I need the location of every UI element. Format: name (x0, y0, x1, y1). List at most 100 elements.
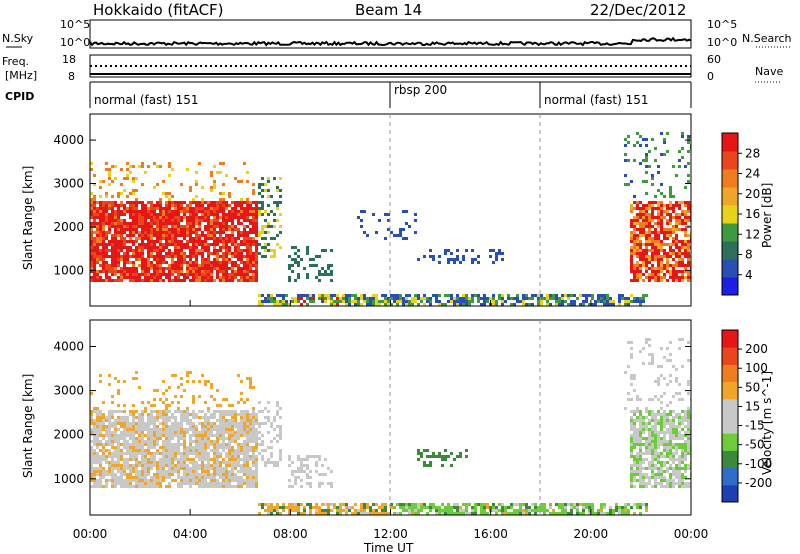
heatmap-cell (234, 261, 237, 264)
heatmap-cell (126, 276, 129, 279)
heatmap-cell (183, 389, 186, 392)
heatmap-cell (534, 503, 537, 506)
heatmap-cell (624, 174, 627, 177)
heatmap-cell (417, 258, 420, 261)
heatmap-cell (105, 428, 108, 431)
heatmap-cell (207, 380, 210, 383)
heatmap-cell (141, 201, 144, 204)
heatmap-cell (162, 461, 165, 464)
heatmap-cell (657, 273, 660, 276)
heatmap-cell (171, 243, 174, 246)
heatmap-cell (249, 243, 252, 246)
heatmap-cell (222, 261, 225, 264)
colorbar-block (722, 187, 738, 206)
heatmap-cell (261, 231, 264, 234)
heatmap-cell (300, 470, 303, 473)
heatmap-cell (633, 485, 636, 488)
heatmap-cell (159, 222, 162, 225)
heatmap-cell (177, 279, 180, 282)
heatmap-cell (546, 303, 549, 306)
heatmap-cell (657, 398, 660, 401)
heatmap-cell (648, 443, 651, 446)
heatmap-cell (117, 246, 120, 249)
heatmap-cell (150, 228, 153, 231)
heatmap-cell (324, 458, 327, 461)
heatmap-cell (207, 219, 210, 222)
heatmap-cell (189, 413, 192, 416)
heatmap-cell (207, 416, 210, 419)
heatmap-cell (273, 303, 276, 306)
heatmap-cell (144, 228, 147, 231)
heatmap-cell (171, 228, 174, 231)
heatmap-cell (417, 452, 420, 455)
heatmap-cell (678, 482, 681, 485)
heatmap-cell (102, 240, 105, 243)
heatmap-cell (501, 252, 504, 255)
heatmap-cell (249, 416, 252, 419)
heatmap-cell (261, 449, 264, 452)
heatmap-cell (402, 506, 405, 509)
heatmap-cell (144, 455, 147, 458)
heatmap-cell (657, 410, 660, 413)
heatmap-cell (228, 225, 231, 228)
heatmap-cell (129, 240, 132, 243)
heatmap-cell (660, 192, 663, 195)
heatmap-cell (153, 437, 156, 440)
heatmap-cell (237, 264, 240, 267)
heatmap-cell (192, 449, 195, 452)
heatmap-cell (255, 252, 258, 255)
heatmap-cell (135, 431, 138, 434)
heatmap-cell (153, 425, 156, 428)
heatmap-cell (399, 294, 402, 297)
heatmap-cell (282, 303, 285, 306)
heatmap-cell (396, 234, 399, 237)
heatmap-cell (252, 252, 255, 255)
heatmap-cell (180, 279, 183, 282)
heatmap-cell (393, 506, 396, 509)
heatmap-cell (636, 455, 639, 458)
heatmap-cell (333, 300, 336, 303)
heatmap-cell (150, 264, 153, 267)
heatmap-cell (192, 458, 195, 461)
heatmap-cell (207, 261, 210, 264)
heatmap-cell (624, 371, 627, 374)
heatmap-cell (279, 425, 282, 428)
heatmap-cell (657, 431, 660, 434)
heatmap-cell (228, 443, 231, 446)
heatmap-cell (219, 231, 222, 234)
heatmap-cell (411, 300, 414, 303)
heatmap-cell (411, 297, 414, 300)
heatmap-cell (174, 479, 177, 482)
heatmap-cell (102, 425, 105, 428)
heatmap-cell (672, 452, 675, 455)
heatmap-cell (216, 389, 219, 392)
heatmap-cell (144, 171, 147, 174)
heatmap-cell (108, 219, 111, 222)
heatmap-cell (660, 201, 663, 204)
heatmap-cell (249, 231, 252, 234)
heatmap-cell (147, 258, 150, 261)
heatmap-cell (651, 440, 654, 443)
heatmap-cell (246, 449, 249, 452)
heatmap-cell (672, 365, 675, 368)
heatmap-cell (153, 404, 156, 407)
heatmap-cell (246, 180, 249, 183)
heatmap-cell (279, 300, 282, 303)
heatmap-cell (162, 422, 165, 425)
heatmap-cell (630, 464, 633, 467)
heatmap-cell (234, 434, 237, 437)
heatmap-cell (177, 485, 180, 488)
heatmap-cell (600, 503, 603, 506)
heatmap-cell (381, 512, 384, 515)
heatmap-cell (180, 434, 183, 437)
heatmap-cell (654, 237, 657, 240)
heatmap-cell (171, 413, 174, 416)
heatmap-cell (108, 213, 111, 216)
heatmap-cell (255, 225, 258, 228)
heatmap-cell (198, 267, 201, 270)
heatmap-cell (501, 503, 504, 506)
heatmap-cell (684, 234, 687, 237)
heatmap-cell (252, 279, 255, 282)
heatmap-cell (669, 255, 672, 258)
heatmap-cell (138, 437, 141, 440)
